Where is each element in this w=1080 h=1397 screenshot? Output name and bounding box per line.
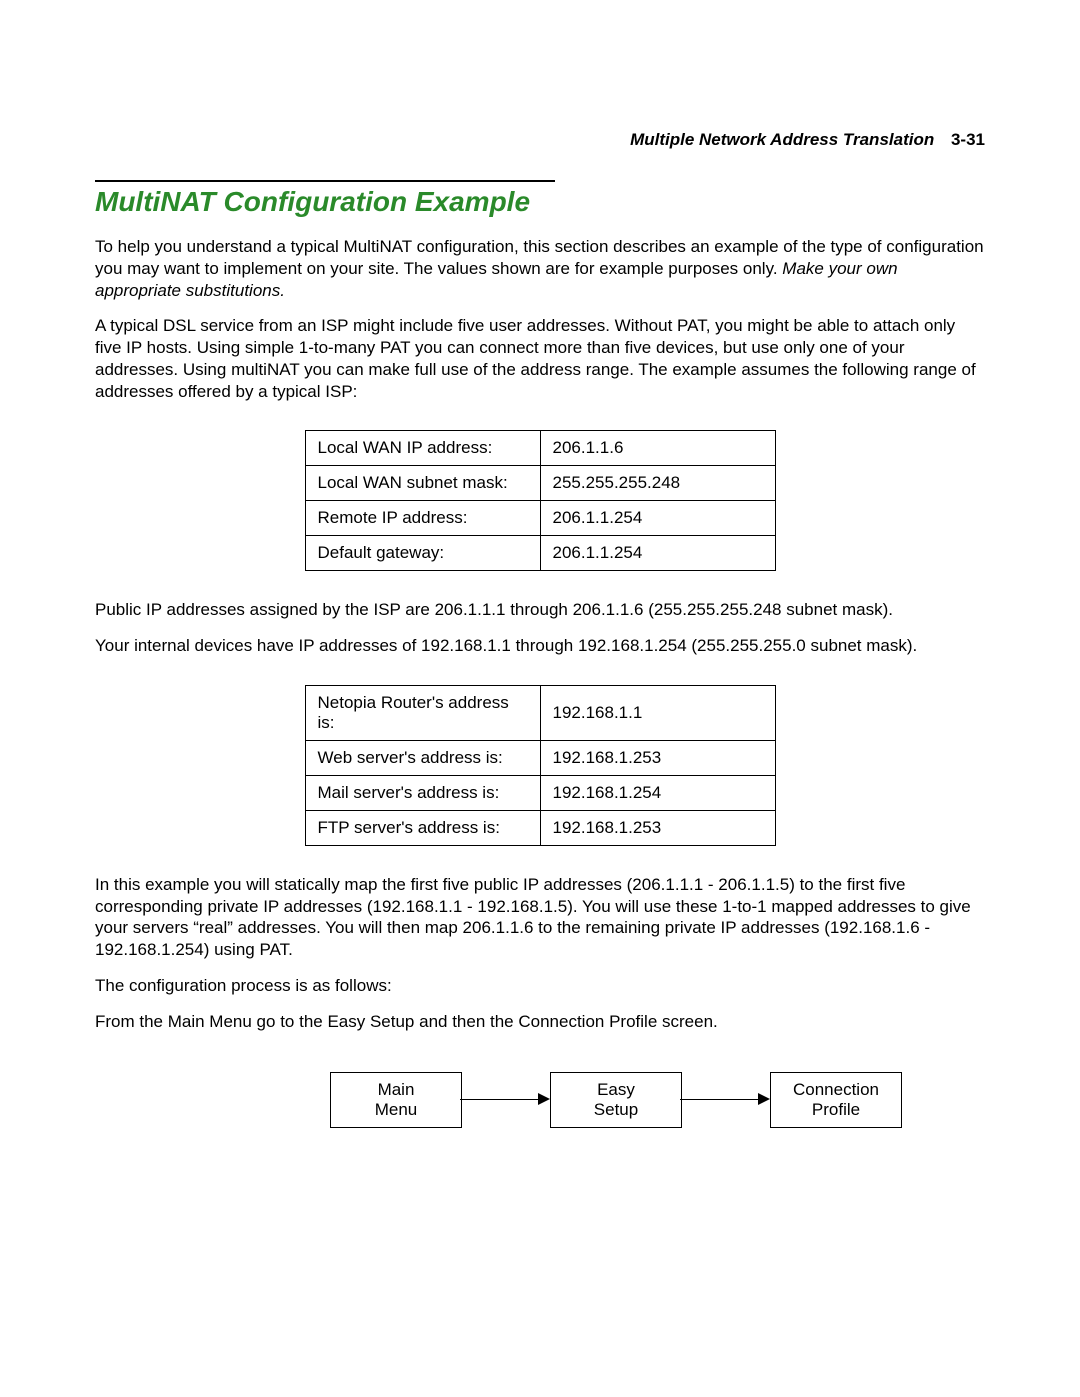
flow-arrow-head-icon (538, 1093, 550, 1105)
flow-node-line1: Easy (594, 1080, 638, 1100)
paragraph-5: In this example you will statically map … (95, 874, 985, 961)
paragraph-1: To help you understand a typical MultiNA… (95, 236, 985, 301)
internal-address-table: Netopia Router's address is: 192.168.1.1… (305, 685, 776, 846)
table-cell-value: 192.168.1.254 (540, 775, 775, 810)
table-row: Netopia Router's address is: 192.168.1.1 (305, 685, 775, 740)
flow-diagram: Main Menu Easy Setup Connection Profile (205, 1072, 875, 1142)
table-cell-value: 206.1.1.6 (540, 431, 775, 466)
paragraph-3: Public IP addresses assigned by the ISP … (95, 599, 985, 621)
flow-node-line2: Profile (793, 1100, 879, 1120)
table-cell-value: 192.168.1.253 (540, 810, 775, 845)
table-cell-label: Local WAN subnet mask: (305, 466, 540, 501)
table-cell-value: 255.255.255.248 (540, 466, 775, 501)
table-row: Local WAN IP address: 206.1.1.6 (305, 431, 775, 466)
flow-node-line1: Main (375, 1080, 418, 1100)
paragraph-6: The configuration process is as follows: (95, 975, 985, 997)
flow-node-connection-profile: Connection Profile (770, 1072, 902, 1128)
table-cell-label: Mail server's address is: (305, 775, 540, 810)
table-cell-value: 192.168.1.253 (540, 740, 775, 775)
table-row: Local WAN subnet mask: 255.255.255.248 (305, 466, 775, 501)
table-cell-value: 192.168.1.1 (540, 685, 775, 740)
paragraph-4: Your internal devices have IP addresses … (95, 635, 985, 657)
section-name: Multiple Network Address Translation (630, 130, 934, 149)
paragraph-7: From the Main Menu go to the Easy Setup … (95, 1011, 985, 1033)
table-row: Web server's address is: 192.168.1.253 (305, 740, 775, 775)
flow-node-line2: Setup (594, 1100, 638, 1120)
page-title: MultiNAT Configuration Example (95, 186, 985, 218)
paragraph-2: A typical DSL service from an ISP might … (95, 315, 985, 402)
table-row: Default gateway: 206.1.1.254 (305, 536, 775, 571)
table-cell-label: FTP server's address is: (305, 810, 540, 845)
table-row: Remote IP address: 206.1.1.254 (305, 501, 775, 536)
table-cell-label: Remote IP address: (305, 501, 540, 536)
table-cell-label: Web server's address is: (305, 740, 540, 775)
flow-arrow-head-icon (758, 1093, 770, 1105)
running-header: Multiple Network Address Translation 3-3… (95, 130, 985, 150)
table-row: Mail server's address is: 192.168.1.254 (305, 775, 775, 810)
page: Multiple Network Address Translation 3-3… (0, 0, 1080, 1397)
page-number: 3-31 (951, 130, 985, 149)
flow-node-line2: Menu (375, 1100, 418, 1120)
table-row: FTP server's address is: 192.168.1.253 (305, 810, 775, 845)
table-cell-value: 206.1.1.254 (540, 536, 775, 571)
table-cell-label: Netopia Router's address is: (305, 685, 540, 740)
table-cell-value: 206.1.1.254 (540, 501, 775, 536)
flow-arrow-line (680, 1099, 758, 1100)
flow-arrow-line (460, 1099, 538, 1100)
table-cell-label: Local WAN IP address: (305, 431, 540, 466)
flow-node-line1: Connection (793, 1080, 879, 1100)
table-cell-label: Default gateway: (305, 536, 540, 571)
flow-node-main-menu: Main Menu (330, 1072, 462, 1128)
flow-node-easy-setup: Easy Setup (550, 1072, 682, 1128)
isp-address-table: Local WAN IP address: 206.1.1.6 Local WA… (305, 430, 776, 571)
title-rule (95, 180, 555, 182)
